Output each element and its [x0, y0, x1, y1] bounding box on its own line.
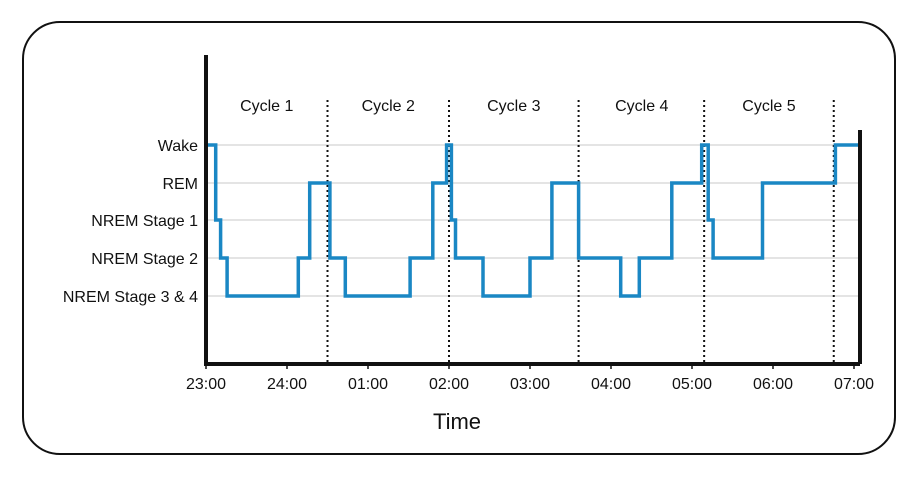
cycle-label: Cycle 2 [362, 98, 415, 115]
x-tick-label: 24:00 [267, 376, 307, 393]
cycle-label: Cycle 4 [615, 98, 668, 115]
y-tick-label: NREM Stage 3 & 4 [63, 289, 198, 306]
x-tick-label: 01:00 [348, 376, 388, 393]
cycle-label: Cycle 1 [240, 98, 293, 115]
x-tick-label: 05:00 [672, 376, 712, 393]
cycle-label: Cycle 5 [742, 98, 795, 115]
y-tick-label: REM [162, 176, 198, 193]
sleep-stage-series-line [204, 143, 860, 298]
y-tick-label: NREM Stage 1 [91, 213, 198, 230]
cycle-label: Cycle 3 [487, 98, 540, 115]
x-axis-label: Time [433, 409, 481, 434]
x-tick-label: 04:00 [591, 376, 631, 393]
y-tick-label: Wake [158, 138, 198, 155]
x-tick-label: 07:00 [834, 376, 874, 393]
x-tick-label: 06:00 [753, 376, 793, 393]
chart-frame [22, 21, 896, 455]
y-tick-label: NREM Stage 2 [91, 251, 198, 268]
x-tick-label: 03:00 [510, 376, 550, 393]
x-tick-label: 02:00 [429, 376, 469, 393]
x-tick-label: 23:00 [186, 376, 226, 393]
